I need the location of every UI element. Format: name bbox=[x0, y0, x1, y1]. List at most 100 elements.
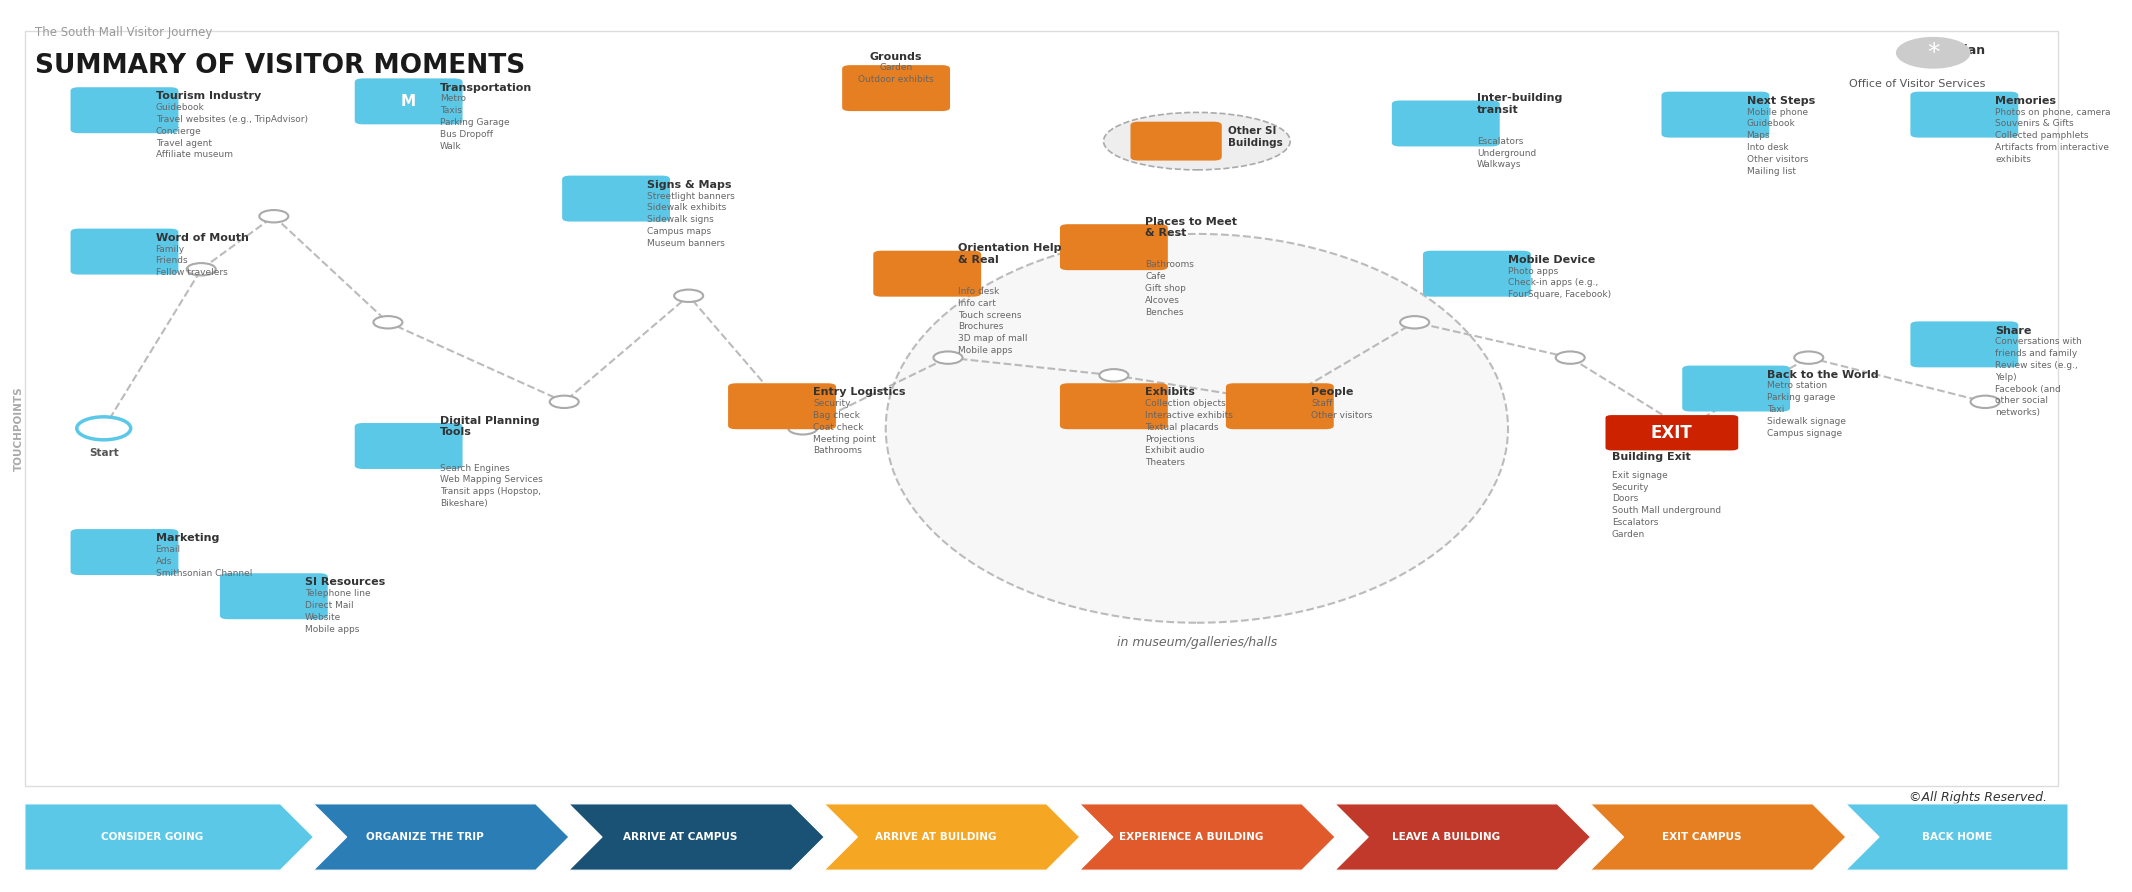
Text: People: People bbox=[1311, 387, 1354, 398]
Text: Garden
Outdoor exhibits: Garden Outdoor exhibits bbox=[859, 63, 934, 84]
Text: Metro station
Parking garage
Taxi
Sidewalk signage
Campus signage: Metro station Parking garage Taxi Sidewa… bbox=[1767, 382, 1846, 438]
Text: Exit signage
Security
Doors
South Mall underground
Escalators
Garden: Exit signage Security Doors South Mall u… bbox=[1612, 471, 1721, 539]
Polygon shape bbox=[313, 804, 569, 871]
Text: Telephone line
Direct Mail
Website
Mobile apps: Telephone line Direct Mail Website Mobil… bbox=[305, 589, 371, 633]
Text: Marketing: Marketing bbox=[156, 533, 220, 543]
FancyBboxPatch shape bbox=[354, 423, 463, 469]
Text: Other SI
Buildings: Other SI Buildings bbox=[1228, 126, 1283, 147]
Text: Escalators
Underground
Walkways: Escalators Underground Walkways bbox=[1477, 136, 1537, 169]
Text: Inter-building
transit: Inter-building transit bbox=[1477, 93, 1563, 115]
Polygon shape bbox=[26, 804, 313, 871]
Text: EXPERIENCE A BUILDING: EXPERIENCE A BUILDING bbox=[1119, 832, 1262, 842]
Circle shape bbox=[1100, 369, 1128, 382]
FancyBboxPatch shape bbox=[563, 176, 669, 221]
Text: ARRIVE AT BUILDING: ARRIVE AT BUILDING bbox=[874, 832, 996, 842]
Text: Tourism Industry: Tourism Industry bbox=[156, 91, 260, 102]
Circle shape bbox=[373, 316, 403, 328]
Ellipse shape bbox=[1104, 112, 1290, 169]
Text: Exhibits: Exhibits bbox=[1145, 387, 1194, 398]
Text: Guidebook
Travel websites (e.g., TripAdvisor)
Concierge
Travel agent
Affiliate m: Guidebook Travel websites (e.g., TripAdv… bbox=[156, 103, 307, 160]
Text: Building Exit: Building Exit bbox=[1612, 452, 1691, 462]
Circle shape bbox=[188, 263, 215, 276]
Text: Photo apps
Check-in apps (e.g.,
FourSquare, Facebook): Photo apps Check-in apps (e.g., FourSqua… bbox=[1507, 267, 1612, 299]
Text: Signs & Maps: Signs & Maps bbox=[648, 179, 731, 190]
Text: Next Steps: Next Steps bbox=[1746, 95, 1814, 106]
Text: Bathrooms
Cafe
Gift shop
Alcoves
Benches: Bathrooms Cafe Gift shop Alcoves Benches bbox=[1145, 260, 1194, 317]
FancyBboxPatch shape bbox=[1392, 101, 1499, 146]
Text: Memories: Memories bbox=[1996, 95, 2057, 106]
Text: Entry Logistics: Entry Logistics bbox=[812, 387, 906, 398]
Text: Start: Start bbox=[90, 448, 119, 458]
Text: ©All Rights Reserved.: ©All Rights Reserved. bbox=[1910, 791, 2047, 804]
Text: in museum/galleries/halls: in museum/galleries/halls bbox=[1117, 636, 1277, 649]
Text: Transportation: Transportation bbox=[439, 83, 533, 93]
Text: Share: Share bbox=[1996, 326, 2032, 335]
Polygon shape bbox=[825, 804, 1079, 871]
Text: Email
Ads
Smithsonian Channel: Email Ads Smithsonian Channel bbox=[156, 545, 252, 578]
Circle shape bbox=[674, 290, 704, 302]
Text: Office of Visitor Services: Office of Visitor Services bbox=[1848, 79, 1985, 89]
Text: Staff
Other visitors: Staff Other visitors bbox=[1311, 399, 1373, 420]
FancyBboxPatch shape bbox=[1682, 366, 1791, 411]
FancyBboxPatch shape bbox=[1226, 384, 1335, 429]
Text: BACK HOME: BACK HOME bbox=[1921, 832, 1991, 842]
FancyBboxPatch shape bbox=[1910, 92, 2019, 137]
FancyBboxPatch shape bbox=[1605, 415, 1738, 450]
Text: Security
Bag check
Coat check
Meeting point
Bathrooms: Security Bag check Coat check Meeting po… bbox=[812, 399, 876, 455]
Circle shape bbox=[934, 351, 962, 364]
Circle shape bbox=[1669, 422, 1699, 434]
Text: Orientation Help
& Real: Orientation Help & Real bbox=[957, 244, 1062, 265]
FancyBboxPatch shape bbox=[729, 384, 836, 429]
Text: SUMMARY OF VISITOR MOMENTS: SUMMARY OF VISITOR MOMENTS bbox=[36, 53, 524, 78]
Text: Info desk
Info cart
Touch screens
Brochures
3D map of mall
Mobile apps: Info desk Info cart Touch screens Brochu… bbox=[957, 287, 1028, 355]
Polygon shape bbox=[1079, 804, 1335, 871]
Text: CONSIDER GOING: CONSIDER GOING bbox=[102, 832, 205, 842]
Text: ORGANIZE THE TRIP: ORGANIZE THE TRIP bbox=[367, 832, 484, 842]
Polygon shape bbox=[1335, 804, 1590, 871]
Text: Conversations with
friends and family
Review sites (e.g.,
Yelp)
Facebook (and
ot: Conversations with friends and family Re… bbox=[1996, 337, 2083, 417]
Text: Collection objects
Interactive exhibits
Textual placards
Projections
Exhibit aud: Collection objects Interactive exhibits … bbox=[1145, 399, 1232, 467]
Circle shape bbox=[1970, 396, 2000, 408]
Circle shape bbox=[1895, 37, 1970, 69]
Text: LEAVE A BUILDING: LEAVE A BUILDING bbox=[1392, 832, 1501, 842]
Circle shape bbox=[550, 396, 578, 408]
Text: Metro
Taxis
Parking Garage
Bus Dropoff
Walk: Metro Taxis Parking Garage Bus Dropoff W… bbox=[439, 95, 510, 151]
Text: Streetlight banners
Sidewalk exhibits
Sidewalk signs
Campus maps
Museum banners: Streetlight banners Sidewalk exhibits Si… bbox=[648, 192, 736, 248]
FancyBboxPatch shape bbox=[1060, 384, 1168, 429]
Text: Digital Planning
Tools: Digital Planning Tools bbox=[439, 416, 539, 437]
Polygon shape bbox=[569, 804, 825, 871]
FancyBboxPatch shape bbox=[1060, 224, 1168, 270]
FancyBboxPatch shape bbox=[220, 574, 328, 619]
Text: ARRIVE AT CAMPUS: ARRIVE AT CAMPUS bbox=[623, 832, 738, 842]
Text: Smithsonian: Smithsonian bbox=[1897, 44, 1985, 57]
FancyBboxPatch shape bbox=[1661, 92, 1770, 137]
Text: The South Mall Visitor Journey: The South Mall Visitor Journey bbox=[36, 26, 213, 39]
Text: Places to Meet
& Rest: Places to Meet & Rest bbox=[1145, 217, 1237, 238]
FancyBboxPatch shape bbox=[70, 529, 179, 575]
FancyBboxPatch shape bbox=[70, 228, 179, 275]
Text: *: * bbox=[1927, 41, 1940, 65]
Text: SI Resources: SI Resources bbox=[305, 577, 386, 588]
Text: EXIT CAMPUS: EXIT CAMPUS bbox=[1661, 832, 1742, 842]
Text: Photos on phone, camera
Souvenirs & Gifts
Collected pamphlets
Artifacts from int: Photos on phone, camera Souvenirs & Gift… bbox=[1996, 108, 2111, 164]
FancyBboxPatch shape bbox=[1130, 121, 1222, 161]
Circle shape bbox=[90, 422, 117, 434]
FancyBboxPatch shape bbox=[1422, 251, 1531, 297]
Circle shape bbox=[789, 422, 817, 434]
Text: Mobile phone
Guidebook
Maps
Into desk
Other visitors
Mailing list: Mobile phone Guidebook Maps Into desk Ot… bbox=[1746, 108, 1808, 176]
Circle shape bbox=[1795, 351, 1823, 364]
Text: Search Engines
Web Mapping Services
Transit apps (Hopstop,
Bikeshare): Search Engines Web Mapping Services Tran… bbox=[439, 464, 542, 508]
Circle shape bbox=[260, 210, 288, 222]
FancyBboxPatch shape bbox=[1910, 321, 2019, 368]
Circle shape bbox=[1401, 316, 1428, 328]
Text: Back to the World: Back to the World bbox=[1767, 369, 1878, 380]
FancyBboxPatch shape bbox=[842, 65, 951, 112]
Text: Mobile Device: Mobile Device bbox=[1507, 255, 1595, 265]
FancyBboxPatch shape bbox=[70, 87, 179, 133]
Text: TOUCHPOINTS: TOUCHPOINTS bbox=[13, 386, 23, 471]
FancyBboxPatch shape bbox=[354, 78, 463, 124]
Text: M: M bbox=[401, 94, 416, 109]
Circle shape bbox=[1264, 396, 1294, 408]
Polygon shape bbox=[1846, 804, 2068, 871]
Text: Family
Friends
Fellow travelers: Family Friends Fellow travelers bbox=[156, 244, 228, 277]
